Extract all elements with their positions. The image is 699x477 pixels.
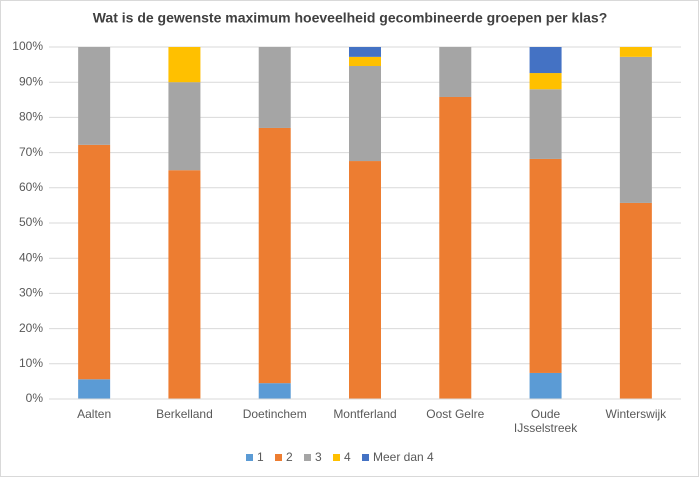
legend-swatch — [304, 454, 311, 461]
x-tick-label: Oude IJsselstreek — [513, 407, 578, 435]
bar-segment — [258, 47, 291, 128]
legend-swatch — [275, 454, 282, 461]
x-tick-label: Berkelland — [156, 407, 213, 421]
x-tick-label: Montferland — [333, 407, 397, 421]
bar-segment — [78, 47, 111, 145]
bar-segment — [619, 47, 652, 57]
bar-segment — [529, 158, 562, 373]
y-tick-label: 40% — [19, 250, 43, 264]
y-tick-label: 60% — [19, 180, 43, 194]
bar-segment — [349, 66, 381, 162]
x-tick-label: Winterswijk — [605, 407, 667, 421]
bar-segment — [619, 202, 652, 399]
bar-segment — [619, 56, 652, 203]
legend-label: Meer dan 4 — [373, 450, 434, 464]
y-tick-label: 10% — [19, 356, 43, 370]
bar-segment — [168, 82, 201, 171]
bar-segment — [439, 47, 472, 97]
y-tick-label: 50% — [19, 215, 43, 229]
x-tick-label: Doetinchem — [242, 407, 307, 421]
y-tick-label: 0% — [26, 391, 44, 405]
x-tick-label: Aalten — [77, 407, 112, 421]
chart-title: Wat is de gewenste maximum hoeveelheid g… — [93, 10, 608, 26]
bar-segment — [349, 47, 381, 57]
legend-label: 3 — [315, 450, 322, 464]
bar-segment — [439, 96, 472, 399]
y-tick-label: 90% — [19, 74, 43, 88]
bar-segment — [529, 47, 562, 74]
bar-segment — [258, 383, 291, 399]
y-tick-label: 20% — [19, 321, 43, 335]
bar-segment — [168, 47, 201, 83]
y-tick-label: 80% — [19, 110, 43, 124]
legend-label: 4 — [344, 450, 351, 464]
y-tick-label: 100% — [12, 39, 43, 53]
bar-segment — [529, 73, 562, 90]
bar-segment — [78, 144, 111, 380]
bar-segment — [349, 161, 381, 399]
bar-segment — [529, 372, 562, 399]
legend-label: 1 — [257, 450, 264, 464]
bar-segment — [529, 89, 562, 159]
legend-swatch — [246, 454, 253, 461]
y-tick-label: 70% — [19, 145, 43, 159]
legend-swatch — [333, 454, 340, 461]
legend-swatch — [362, 454, 369, 461]
bar-segment — [78, 379, 111, 399]
y-tick-label: 30% — [19, 286, 43, 300]
legend-label: 2 — [286, 450, 293, 464]
bar-segment — [349, 56, 381, 67]
x-tick-label: Oost Gelre — [426, 407, 485, 421]
bar-segment — [258, 127, 291, 384]
bar-segment — [168, 170, 201, 399]
